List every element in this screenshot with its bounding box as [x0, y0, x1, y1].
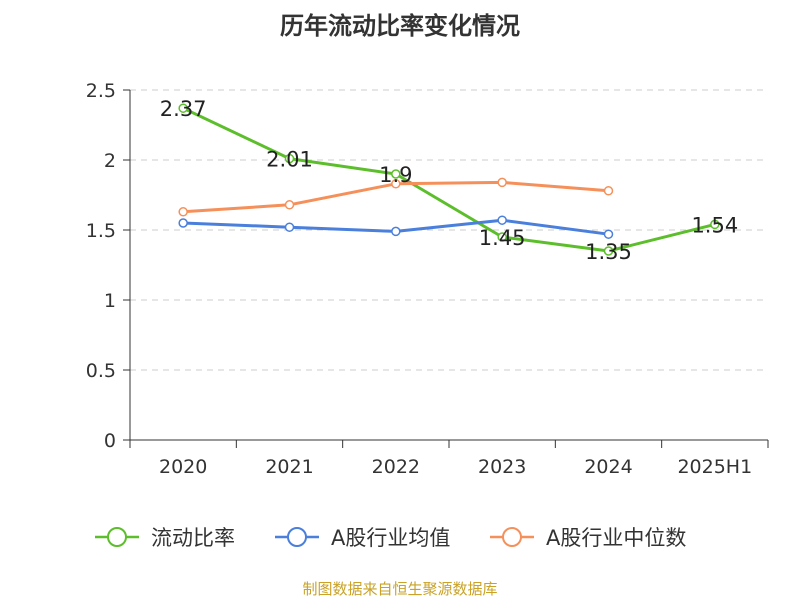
data-point: [391, 226, 401, 237]
y-tick-label: 0.5: [86, 360, 116, 382]
x-axis-ticks: 2020 2021 2022 2023 2024 2025H1: [129, 440, 769, 478]
data-label: 2.01: [266, 148, 313, 172]
legend-label: A股行业中位数: [546, 526, 686, 550]
legend-marker: [287, 527, 307, 547]
y-tick-label: 1: [104, 290, 116, 312]
series-line-0: [182, 106, 716, 253]
data-point: [603, 186, 614, 196]
data-label: 1.54: [691, 213, 738, 237]
data-point: [710, 219, 720, 230]
axes: [129, 90, 768, 441]
chart-title: 历年流动比率变化情况: [280, 12, 520, 40]
data-point: [178, 218, 188, 228]
data-point: [391, 179, 401, 189]
y-tick-label: 1.5: [86, 220, 116, 242]
x-tick-label: 2025H1: [677, 456, 752, 478]
y-tick-label: 0: [104, 430, 116, 452]
data-label: 1.35: [585, 240, 632, 264]
source-note: 制图数据来自恒生聚源数据库: [302, 580, 498, 598]
y-axis-ticks: 0 0.5 1 1.5 2 2.5: [86, 80, 130, 452]
data-point: [603, 246, 614, 256]
legend: 流动比率 A股行业均值 A股行业中位数: [95, 526, 686, 550]
legend-label: A股行业均值: [331, 526, 450, 550]
grid-lines: [130, 89, 768, 371]
data-point: [497, 215, 507, 225]
series-lines: [178, 103, 720, 256]
y-tick-label: 2: [104, 150, 116, 172]
data-point: [391, 169, 401, 179]
data-point: [603, 229, 614, 239]
data-point: [497, 177, 507, 188]
legend-marker: [502, 527, 522, 547]
data-label: 1.45: [479, 226, 526, 250]
x-tick-label: 2023: [478, 456, 526, 478]
data-point: [497, 232, 507, 242]
data-point: [284, 200, 295, 210]
data-point: [284, 222, 295, 232]
legend-marker: [107, 527, 127, 547]
data-label: 2.37: [160, 97, 207, 121]
x-tick-label: 2022: [372, 456, 420, 478]
data-labels: 2.37 2.01 1.9 1.45 1.35 1.54: [160, 97, 738, 264]
x-tick-label: 2020: [159, 456, 207, 478]
data-label: 1.9: [379, 163, 412, 187]
x-tick-label: 2021: [265, 456, 313, 478]
data-point: [178, 207, 188, 217]
data-point: [284, 153, 295, 164]
x-tick-label: 2024: [584, 456, 632, 478]
y-tick-label: 2.5: [86, 80, 116, 102]
data-point: [178, 103, 188, 113]
legend-label: 流动比率: [151, 526, 235, 550]
